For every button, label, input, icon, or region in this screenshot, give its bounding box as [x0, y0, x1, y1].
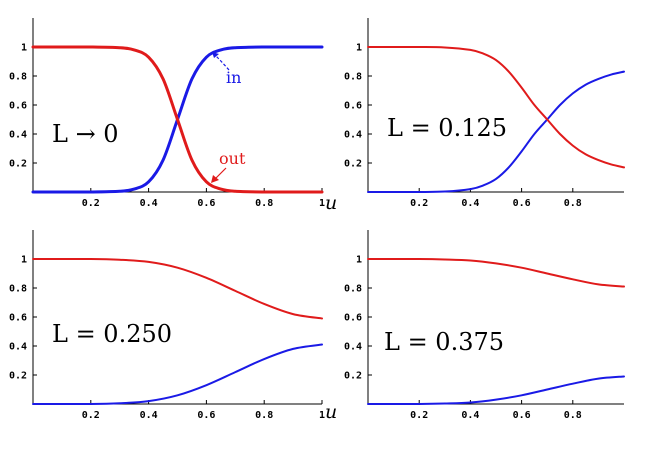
y-tick-label: 0.4 — [9, 342, 27, 353]
x-tick-label: 1 — [319, 198, 325, 209]
y-tick-label: 0.2 — [344, 159, 362, 170]
u-axis-label: u — [325, 192, 337, 214]
in-arrow — [214, 54, 230, 71]
x-tick-label: 0.6 — [513, 410, 531, 421]
x-tick-label: 0.6 — [197, 198, 215, 209]
panel-annotation: L = 0.375 — [384, 328, 504, 356]
x-tick-label: 0.6 — [197, 410, 215, 421]
x-tick-label: 0.4 — [140, 410, 158, 421]
in-curve — [367, 375, 625, 406]
y-tick-label: 1 — [21, 255, 27, 266]
x-tick-label: 0.2 — [410, 410, 428, 421]
out-curve — [32, 257, 323, 320]
u-axis-label: u — [325, 401, 337, 423]
out-curve — [367, 257, 625, 288]
panel-annotation: L → 0 — [52, 120, 119, 148]
out-curve — [31, 45, 324, 194]
y-tick-label: 1 — [356, 255, 362, 266]
y-tick-label: 1 — [21, 43, 27, 54]
y-tick-label: 0.4 — [344, 342, 362, 353]
y-tick-label: 0.8 — [344, 72, 362, 83]
panel-l-0125: 0.2 0.4 0.6 0.8 0.2 0.4 0.6 0.8 1 L = 0.125 — [344, 18, 625, 209]
y-tick-label: 0.8 — [9, 284, 27, 295]
y-tick-label: 1 — [356, 43, 362, 54]
x-tick-label: 0.4 — [461, 410, 479, 421]
y-tick-label: 0.4 — [9, 130, 27, 141]
panel-annotation: L = 0.125 — [387, 114, 507, 142]
x-tick-label: 0.2 — [82, 410, 100, 421]
y-tick-label: 0.8 — [9, 72, 27, 83]
x-tick-label: 0.8 — [255, 410, 273, 421]
x-tick-label: 1 — [319, 410, 325, 421]
x-tick-label: 0.2 — [410, 198, 428, 209]
out-arrowhead — [211, 175, 219, 183]
out-curve — [367, 45, 625, 169]
x-tick-label: 0.8 — [564, 410, 582, 421]
in-curve — [367, 70, 625, 194]
y-tick-label: 0.6 — [344, 313, 362, 324]
x-tick-label: 0.6 — [513, 198, 531, 209]
x-tick-label: 0.4 — [461, 198, 479, 209]
y-tick-label: 0.6 — [344, 101, 362, 112]
x-tick-label: 0.8 — [564, 198, 582, 209]
x-tick-label: 0.8 — [255, 198, 273, 209]
in-label: in — [226, 68, 241, 87]
y-tick-label: 0.4 — [344, 130, 362, 141]
in-curve — [32, 343, 323, 406]
y-tick-label: 0.2 — [9, 159, 27, 170]
panel-annotation: L = 0.250 — [52, 320, 172, 348]
y-tick-label: 0.6 — [9, 101, 27, 112]
y-tick-label: 0.2 — [9, 371, 27, 382]
panel-l-to-0: 0.2 0.4 0.6 0.8 1 0.2 0.4 0.6 0.8 1 L → 0 u in out — [9, 18, 337, 214]
x-tick-label: 0.4 — [140, 198, 158, 209]
x-tick-label: 0.2 — [82, 198, 100, 209]
out-label: out — [219, 149, 246, 168]
panel-l-0250: 0.2 0.4 0.6 0.8 1 0.2 0.4 0.6 0.8 1 L = 0.250 u — [9, 230, 337, 423]
y-tick-label: 0.8 — [344, 284, 362, 295]
y-tick-label: 0.2 — [344, 371, 362, 382]
y-tick-label: 0.6 — [9, 313, 27, 324]
in-arrowhead — [212, 52, 219, 58]
panel-l-0375: 0.2 0.4 0.6 0.8 0.2 0.4 0.6 0.8 1 L = 0.375 — [344, 230, 625, 421]
